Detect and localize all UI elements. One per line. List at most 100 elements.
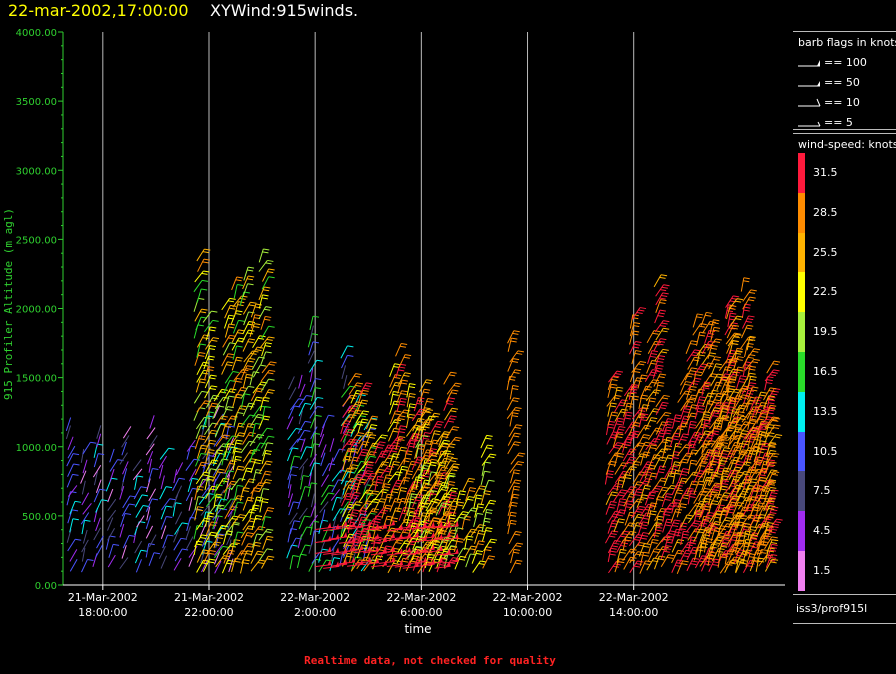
barb-staff [348,439,356,453]
barb-staff [347,373,357,386]
barb-feather [208,442,215,445]
barb-feather [292,447,299,450]
barb-feather [426,400,433,403]
barb-feather [674,499,682,502]
barb-feather [199,464,207,467]
wind-barb [82,502,92,515]
wind-barb [134,549,148,564]
barb-feather [617,442,624,445]
barb-feather [229,342,236,345]
barb-staff [215,478,224,491]
barb-feather [512,496,519,499]
barb-staff [365,490,374,503]
barb-staff [510,452,520,465]
barb-staff [289,438,299,451]
barb-feather [660,456,667,459]
wind-barb [509,412,519,427]
barb-staff [356,441,364,455]
barb-feather [312,520,320,523]
barb-staff [260,351,267,366]
barb-staff [353,441,358,456]
barb-staff [67,509,73,524]
barb-feather [457,501,465,504]
barb-staff [307,482,312,497]
wind-barb [349,495,358,509]
barb-feather [393,460,400,463]
barb-feather [689,446,696,449]
barb-feather [255,459,262,462]
barb-feather [408,395,416,398]
barb-staff [160,505,167,520]
barb-staff [240,441,250,454]
barb-feather [315,378,322,381]
wind-barb [108,543,120,558]
wind-barb [348,530,364,543]
wind-barb [224,323,236,338]
barb-staff [82,529,88,544]
barb-feather [403,356,410,359]
barb-feather [418,443,425,446]
barb-staff [204,320,214,333]
barb-feather [72,518,79,521]
wind-barb [242,402,255,417]
wind-barb [67,509,79,524]
barb-staff [308,341,314,356]
wind-barb [605,420,615,436]
barb-feather [617,521,624,524]
barb-feather [84,519,91,522]
barb-staff [252,381,262,394]
wind-barb [81,547,86,562]
wind-barb [194,435,206,450]
wind-barb [67,485,78,497]
barb-staff [695,331,701,346]
barb-feather [639,541,646,544]
barb-staff [95,544,103,558]
barb-staff [239,291,245,306]
barb-feather [255,471,262,474]
wind-barb [259,498,269,513]
barb-feather [220,418,227,420]
barb-feather [617,433,624,436]
barb-staff [350,421,360,434]
barb-feather [408,386,416,389]
barb-feather [248,311,255,314]
barb-feather [486,527,493,530]
barb-feather [256,496,263,499]
barb-staff [261,406,266,421]
barb-staff [318,433,325,448]
wind-barb [146,478,151,493]
barb-feather [663,550,670,553]
wind-barb [365,415,379,430]
wind-barb [332,516,337,531]
barb-feather [394,485,401,488]
barb-feather [633,538,641,541]
barb-feather [617,386,624,389]
barb-staff [332,508,341,522]
barb-feather [469,531,476,534]
barb-staff [653,477,662,491]
wind-barb [249,448,261,463]
barb-feather [641,374,648,377]
barb-feather [683,393,690,396]
barb-feather [644,480,651,483]
barb-feather [213,394,220,397]
barb-staff [205,337,214,350]
barb-feather [228,391,235,394]
barb-staff [194,435,201,450]
barb-staff [692,433,700,448]
barb-feather [514,426,521,429]
barb-feather [231,498,238,501]
barb-feather [510,504,517,507]
barb-staff [347,492,355,506]
barb-staff [251,356,260,370]
wind-barb [629,395,639,410]
wind-barb [222,342,236,356]
barb-feather [716,395,723,398]
barb-feather [656,523,663,526]
barb-staff [222,335,231,348]
wind-barb [287,405,301,419]
barb-feather [236,377,243,380]
barb-feather [625,536,633,539]
barb-feather [248,402,255,405]
barb-staff [212,405,219,420]
